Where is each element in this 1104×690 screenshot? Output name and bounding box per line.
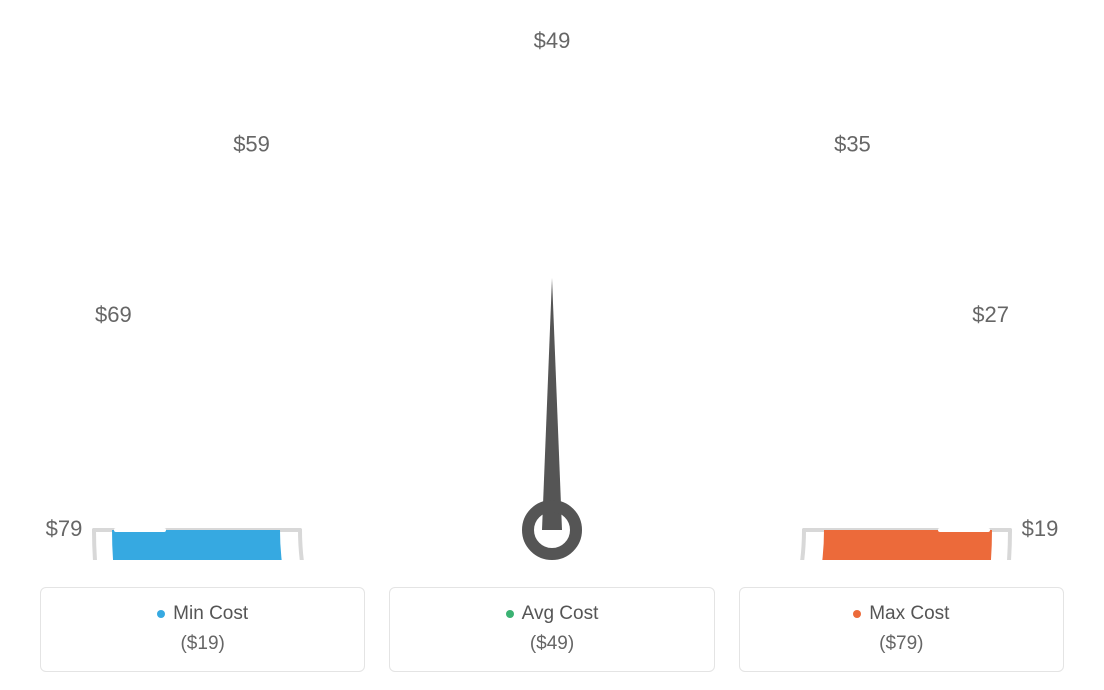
legend-card-min: Min Cost ($19) [40,587,365,672]
dot-icon [853,610,861,618]
svg-text:$19: $19 [1022,516,1059,541]
svg-text:$79: $79 [46,516,83,541]
svg-text:$27: $27 [972,302,1009,327]
cost-gauge-widget: $19 $27 $35 $49 $59 $69 $79 Min Cost ($19) Avg… [0,0,1104,690]
dot-icon [157,610,165,618]
legend-max-value: ($79) [740,633,1063,655]
legend-row: Min Cost ($19) Avg Cost ($49) Max Cost (… [40,587,1064,672]
svg-text:$49: $49 [534,28,571,53]
legend-avg-label: Avg Cost [522,603,599,625]
legend-min-value: ($19) [41,633,364,655]
svg-text:$59: $59 [233,131,270,156]
dot-icon [506,610,514,618]
legend-card-max: Max Cost ($79) [739,587,1064,672]
legend-avg-value: ($49) [390,633,713,655]
legend-card-avg: Avg Cost ($49) [389,587,714,672]
svg-text:$69: $69 [95,302,132,327]
legend-min-label: Min Cost [173,603,248,625]
legend-max-label: Max Cost [869,603,949,625]
gauge-chart: $19 $27 $35 $49 $59 $69 $79 [0,0,1104,560]
svg-text:$35: $35 [834,131,871,156]
